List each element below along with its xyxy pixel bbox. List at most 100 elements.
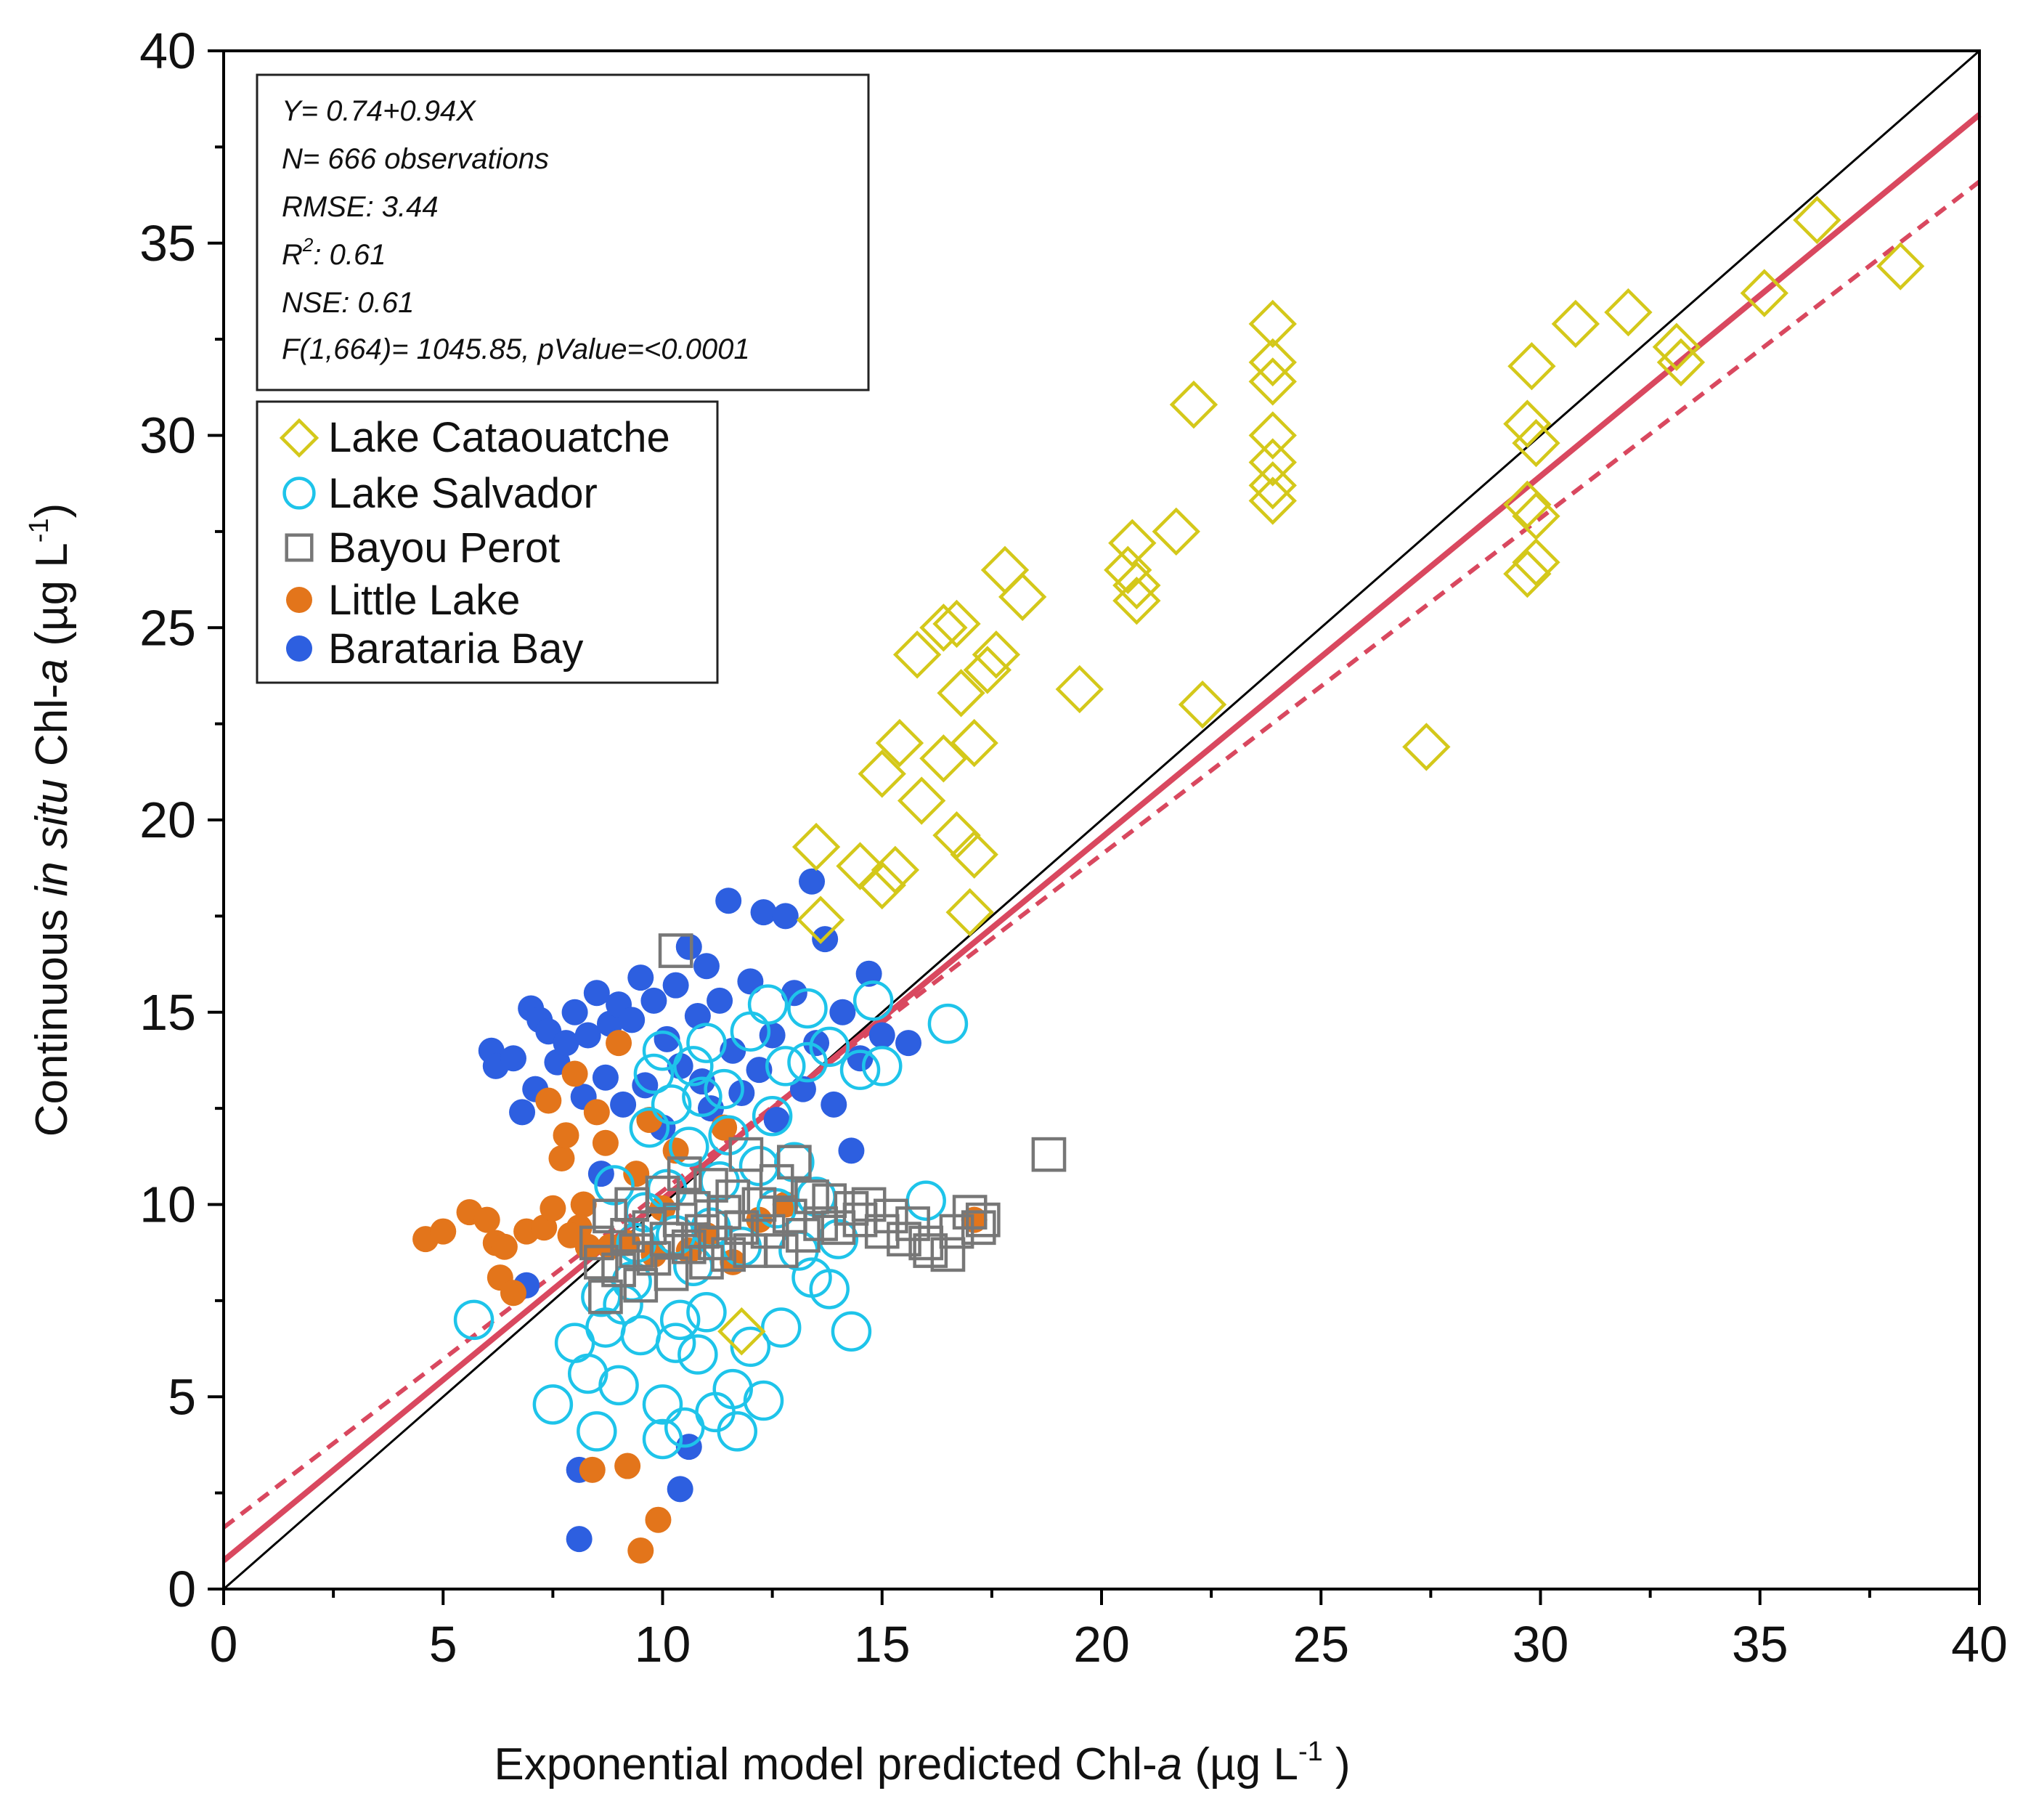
bayou-perot-point-50: [930, 1237, 966, 1272]
bayou-perot-point-4: [588, 1279, 623, 1315]
bayou-perot-point-43: [851, 1187, 887, 1222]
barataria-bay-point-18: [619, 1007, 646, 1033]
axis-tick-labels: 0 5 10 15 20 25 30 35 40 0 5 10 15 20 25 30 35 40: [139, 23, 2008, 1673]
stats-r2-value: : 0.61: [313, 239, 386, 271]
lake-cataouatche-point-21: [1055, 665, 1104, 714]
lake-salvador-point-38: [743, 1380, 784, 1421]
lake-salvador-point-25: [682, 1076, 722, 1117]
fit-line-regression-fit: [221, 112, 1982, 1563]
lake-cataouatche-point-41: [1512, 492, 1560, 540]
lake-salvador-point-27: [686, 1292, 727, 1333]
lake-cataouatche-point-39: [1512, 418, 1560, 468]
x-tick-label-40: 40: [1951, 1616, 2008, 1673]
lake-cataouatche-point-31: [1248, 357, 1297, 406]
lake-cataouatche-point-4: [871, 845, 920, 895]
legend-markers: [279, 418, 319, 662]
barataria-bay-point-3: [509, 1099, 536, 1126]
lake-cataouatche-point-7: [897, 776, 946, 825]
lake-salvador-point-43: [765, 1046, 806, 1086]
lake-salvador-point-33: [717, 1411, 758, 1452]
legend-label-bayou-perot: Bayou Perot: [328, 524, 560, 572]
y-tick-label-5: 5: [168, 1368, 196, 1425]
lake-cataouatche-point-0: [791, 822, 841, 872]
barataria-bay-point-27: [684, 1003, 711, 1030]
lake-salvador-point-19: [655, 1323, 696, 1363]
barataria-bay-point-46: [821, 1091, 847, 1118]
lake-salvador-point-56: [862, 1046, 903, 1086]
barataria-bay-point-43: [799, 868, 826, 895]
lake-cataouatche-point-12: [937, 669, 985, 718]
little-lake-point-7: [500, 1280, 526, 1307]
y-tick-label-30: 30: [139, 407, 196, 464]
barataria-bay-point-39: [763, 1107, 790, 1134]
fit-line-1-1-line: [223, 49, 1980, 1591]
barataria-bay-point-21: [640, 987, 667, 1014]
stats-rmse: RMSE: 3.44: [282, 191, 439, 223]
lake-salvador-point-0: [453, 1299, 494, 1341]
y-tick-label-25: 25: [139, 599, 196, 656]
legend: Lake Cataouatche Lake Salvador Bayou Per…: [256, 400, 719, 684]
little-lake-point-11: [535, 1087, 562, 1114]
lake-salvador-point-6: [594, 1165, 635, 1206]
axis-ticks: [208, 49, 1981, 1605]
lake-salvador-point-53: [831, 1311, 872, 1352]
lake-cataouatche-point-38: [1503, 399, 1552, 448]
little-lake-point-15: [570, 1191, 597, 1218]
y-axis-title-sup: -1: [24, 518, 54, 543]
x-tick-label-20: 20: [1073, 1616, 1130, 1673]
y-axis-title-units: (µg L: [27, 543, 77, 659]
y-axis-title: Continuous in situ Chl-a (µg L-1): [24, 503, 77, 1137]
lake-cataouatche-point-50: [1876, 242, 1925, 291]
y-tick-label-35: 35: [139, 215, 196, 272]
lake-salvador-point-42: [760, 1307, 802, 1348]
little-lake-point-14: [561, 1060, 588, 1087]
little-lake-point-38: [557, 1222, 584, 1248]
lake-cataouatche-point-18: [972, 630, 1021, 679]
bayou-perot-point-5: [593, 1198, 627, 1234]
legend-label-barataria-bay: Barataria Bay: [328, 625, 583, 673]
bayou-perot-point-15: [654, 1256, 689, 1291]
stats-nse: NSE: 0.61: [282, 287, 414, 319]
lake-cataouatche-point-47: [1656, 338, 1706, 387]
barataria-bay-point-56: [667, 1476, 693, 1503]
bayou-perot-point-25: [711, 1237, 746, 1272]
lake-salvador-point-21: [669, 1126, 709, 1167]
little-lake-point-13: [553, 1122, 579, 1149]
lake-salvador-point-55: [852, 980, 894, 1021]
stats-n: N= 666 observations: [282, 143, 549, 175]
x-axis-title-close: ): [1323, 1739, 1351, 1789]
bayou-perot-point-22: [693, 1168, 728, 1203]
lake-cataouatche-point-37: [1507, 342, 1556, 391]
lake-salvador-point-26: [686, 1023, 727, 1063]
legend-label-little-lake: Little Lake: [328, 577, 520, 624]
barataria-bay-point-49: [847, 1045, 874, 1072]
lake-cataouatche-point-25: [1112, 577, 1161, 625]
little-lake-point-19: [592, 1129, 619, 1156]
barataria-bay-point-12: [574, 1022, 601, 1049]
x-tick-label-35: 35: [1732, 1616, 1788, 1673]
x-tick-label-15: 15: [854, 1616, 911, 1673]
lake-salvador-point-51: [809, 1269, 850, 1309]
barataria-bay-point-50: [855, 960, 882, 987]
barataria-bay-point-19: [627, 964, 654, 991]
barataria-bay-point-48: [838, 1137, 865, 1164]
little-lake-point-20: [606, 1030, 632, 1057]
bayou-perot-point-47: [895, 1206, 930, 1241]
lake-salvador-point-4: [577, 1411, 617, 1452]
bayou-perot-point-0: [658, 933, 693, 968]
lake-cataouatche-point-48: [1740, 269, 1788, 317]
lake-cataouatche-point-15: [945, 887, 994, 937]
stats-r2-sup: 2: [302, 234, 314, 256]
y-axis-title-close: ): [27, 503, 77, 519]
lake-cataouatche-point-17: [963, 646, 1012, 694]
lake-cataouatche-point-23: [1108, 519, 1157, 567]
barataria-bay-point-24: [662, 972, 689, 999]
lake-salvador-point-3: [567, 1353, 608, 1394]
lake-cataouatche-point-51: [717, 1307, 766, 1356]
x-tick-label-0: 0: [210, 1616, 238, 1673]
lake-salvador-point-47: [787, 1041, 828, 1083]
lake-cataouatche-point-35: [1248, 476, 1297, 525]
lake-salvador-point-7: [598, 1365, 639, 1406]
bayou-perot-point-17: [667, 1156, 702, 1191]
bayou-perot-point-39: [812, 1183, 847, 1219]
